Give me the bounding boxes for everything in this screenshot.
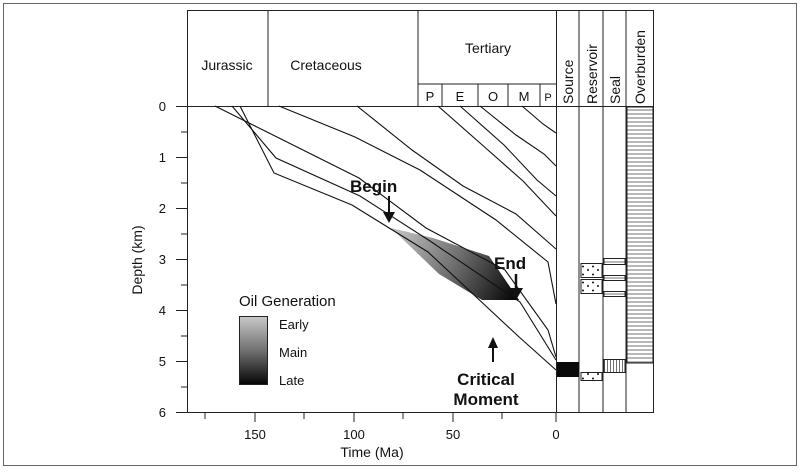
epoch-miocene: M: [519, 89, 530, 104]
epoch-pliocene: P: [544, 92, 551, 104]
x-tick-150: 150: [244, 427, 266, 442]
jurassic-label: Jurassic: [201, 57, 252, 73]
column-seal: Seal: [607, 76, 623, 104]
end-label: End: [494, 254, 526, 273]
y-tick-6: 6: [159, 405, 166, 420]
y-tick-1: 1: [159, 150, 166, 165]
y-axis-label: Depth (km): [129, 225, 145, 294]
begin-arrow: [383, 196, 395, 223]
y-tick-2: 2: [159, 201, 166, 216]
epoch-oligocene: O: [488, 89, 498, 104]
critical-label: Critical: [457, 370, 515, 389]
epoch-paleocene: P: [426, 89, 435, 104]
y-tick-0: 0: [159, 99, 166, 114]
legend-title: Oil Generation: [239, 293, 336, 310]
x-axis-label: Time (Ma): [340, 444, 403, 460]
x-tick-0: 0: [552, 427, 559, 442]
legend-main: Main: [279, 345, 307, 360]
legend-early: Early: [279, 317, 309, 332]
legend-late: Late: [279, 373, 304, 388]
x-tick-50: 50: [446, 427, 460, 442]
begin-label: Begin: [350, 177, 397, 196]
epoch-eocene: E: [456, 89, 465, 104]
cretaceous-label: Cretaceous: [290, 57, 362, 73]
oil-generation-legend: Oil Generation Early Main Late: [239, 293, 336, 388]
source-rock-interval: [557, 362, 579, 377]
legend-gradient-bar: [239, 316, 268, 385]
y-tick-4: 4: [159, 303, 166, 318]
column-overburden: Overburden: [632, 30, 648, 104]
x-tick-100: 100: [343, 427, 365, 442]
critical-moment-arrow: [488, 337, 498, 362]
outer-border: [3, 3, 797, 466]
column-source: Source: [560, 59, 576, 104]
column-reservoir: Reservoir: [584, 44, 600, 104]
burial-curves: [214, 105, 557, 371]
tertiary-label: Tertiary: [465, 40, 511, 56]
oil-generation-window: [391, 228, 519, 300]
reservoir-intervals: [580, 263, 603, 381]
overburden-interval: [626, 106, 654, 364]
moment-label: Moment: [453, 390, 519, 409]
y-tick-5: 5: [159, 354, 166, 369]
y-tick-3: 3: [159, 252, 166, 267]
seal-intervals: [603, 258, 626, 373]
end-arrow: [509, 274, 523, 300]
axes: [176, 106, 557, 422]
